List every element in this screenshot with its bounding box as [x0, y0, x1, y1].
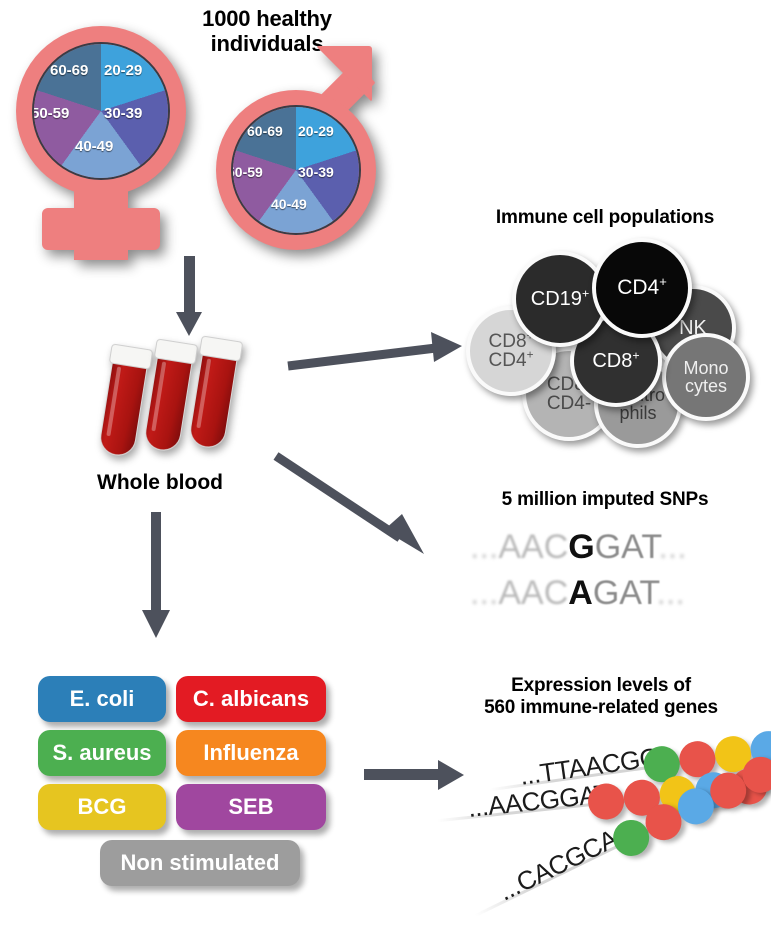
stimulation-non-stimulated[interactable]: Non stimulated: [100, 840, 300, 886]
cell-cd19pos: CD19+: [512, 251, 608, 347]
cell-monocytes: Mono cytes: [662, 333, 750, 421]
stimulation-c-albicans[interactable]: C. albicans: [176, 676, 326, 722]
pie-label-50-59: 50-59: [233, 164, 263, 180]
arrow-blood-to-snp: [273, 452, 424, 554]
arrow-cohort-to-blood: [176, 256, 202, 336]
cell-label: Mono: [683, 357, 729, 378]
stimulation-bcg[interactable]: BCG: [38, 784, 166, 830]
snp-allele: A: [568, 574, 593, 612]
stimulation-label: Influenza: [203, 740, 299, 765]
stimulation-influenza[interactable]: Influenza: [176, 730, 326, 776]
immune-cell-cluster: CD8+ CD4+ CD19+ CD4+ NK CD8+ CD8- CD4- N…: [0, 0, 771, 460]
snp-heading: 5 million imputed SNPs: [501, 489, 709, 510]
cell-label-second: phils: [619, 403, 657, 423]
snp-prefix: ...: [470, 574, 499, 612]
cell-label-second: CD4+: [488, 348, 534, 371]
pie-label-60-69: 60-69: [247, 123, 283, 139]
cell-label: NK: [679, 316, 707, 339]
arrow-stimulations-to-expression: [364, 760, 476, 790]
stimulation-seb[interactable]: SEB: [176, 784, 326, 830]
pie-label-30-39: 30-39: [104, 105, 143, 122]
cell-label: CD19+: [530, 286, 590, 310]
stimulation-label: S. aureus: [52, 740, 152, 765]
snp-sequences: ...AACGGAT... ...AACAGAT...: [470, 528, 750, 618]
arrow-blood-to-stimulations: [142, 512, 172, 640]
cell-label: CD4+: [617, 274, 667, 300]
snp-prefix: ...: [470, 528, 499, 566]
stimulation-label: BCG: [77, 794, 127, 819]
snp-pre: AAC: [498, 528, 569, 566]
arrow-blood-to-immune: [287, 332, 462, 371]
male-symbol: 20-29 30-39 40-49 50-59 60-69: [208, 40, 423, 250]
snp-pre: AAC: [498, 574, 569, 612]
pie-label-30-39: 30-39: [298, 164, 334, 180]
stimulation-label: SEB: [228, 794, 274, 819]
snp-post: GAT: [594, 528, 659, 566]
page-title: 1000 healthy individuals: [202, 6, 332, 57]
male-age-pie: 20-29 30-39 40-49 50-59 60-69: [231, 105, 361, 235]
cell-label-second: CD4-: [546, 393, 592, 414]
pie-label-40-49: 40-49: [271, 196, 307, 212]
snp-suffix: ...: [658, 528, 687, 566]
pie-label-20-29: 20-29: [298, 123, 334, 139]
pie-label-40-49: 40-49: [75, 138, 114, 155]
female-symbol-crossbar: [42, 208, 160, 250]
male-age-pie-segments: [233, 107, 359, 233]
stimulation-e-coli[interactable]: E. coli: [38, 676, 166, 722]
snp-post: GAT: [592, 574, 657, 612]
expression-heading: Expression levels of 560 immune-related …: [484, 675, 718, 718]
whole-blood-label: Whole blood: [97, 471, 223, 494]
female-symbol: 20-29 30-39 40-49 50-59 60-69: [8, 18, 208, 260]
immune-populations-heading: Immune cell populations: [495, 207, 715, 228]
snp-sequence-row: ...AACAGAT...: [470, 574, 685, 613]
female-age-pie: 20-29 30-39 40-49 50-59 60-69: [32, 42, 170, 180]
female-age-pie-segments: [34, 44, 168, 178]
cell-cd4pos: CD4+: [592, 238, 692, 338]
snp-suffix: ...: [656, 574, 685, 612]
stimulation-label: Non stimulated: [120, 850, 280, 875]
stimulation-label: E. coli: [69, 686, 135, 711]
snp-allele: G: [568, 528, 595, 566]
pie-label-20-29: 20-29: [104, 62, 143, 79]
stimulation-s-aureus[interactable]: S. aureus: [38, 730, 166, 776]
cell-label-second: cytes: [684, 376, 727, 396]
pie-label-50-59: 50-59: [32, 105, 70, 122]
snp-sequence-row: ...AACGGAT...: [470, 528, 687, 567]
stimulation-label: C. albicans: [192, 686, 310, 711]
cell-label: CD8+: [592, 348, 640, 372]
pie-label-60-69: 60-69: [50, 62, 89, 79]
stimulation-panel: E. coli C. albicans S. aureus Influenza …: [0, 0, 360, 922]
